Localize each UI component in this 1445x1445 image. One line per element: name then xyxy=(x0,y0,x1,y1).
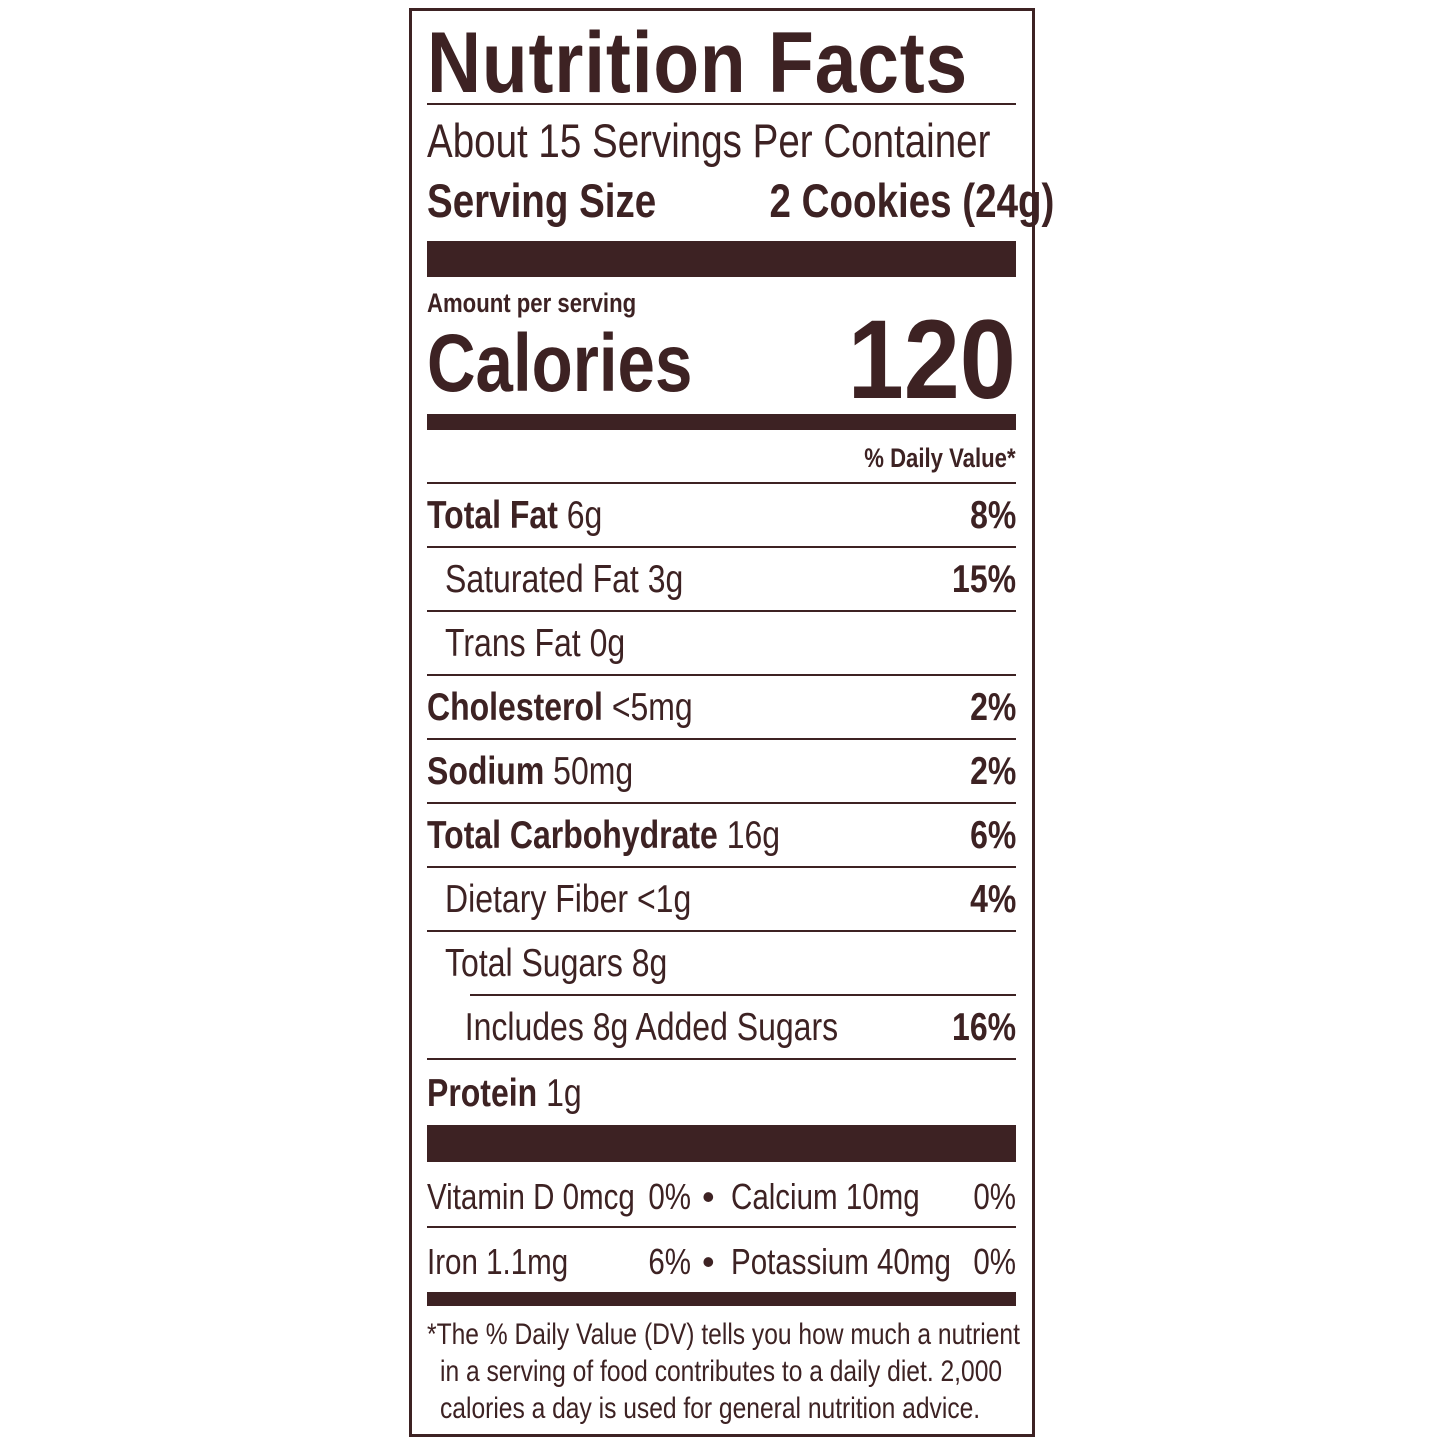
divider xyxy=(427,482,1016,484)
nutrient-amount: 1g xyxy=(546,1072,582,1115)
vitamin-row: Vitamin D 0mcg 0% • Calcium 10mg 0% xyxy=(427,1176,1016,1217)
calories-value: 120 xyxy=(847,297,1016,422)
vitamin-row: Iron 1.1mg 6% • Potassium 40mg 0% xyxy=(427,1241,1016,1282)
nutrient-name: Protein xyxy=(427,1072,538,1115)
nutrient-name: Saturated Fat xyxy=(445,558,639,601)
nutrient-name: Includes 8g Added Sugars xyxy=(464,1006,839,1049)
label-title: Nutrition Facts xyxy=(427,18,1016,108)
nutrient-amount: 50mg xyxy=(553,750,634,793)
medium-divider xyxy=(427,1292,1016,1306)
nutrient-name: Total Sugars xyxy=(445,942,623,985)
nutrient-name: Total Fat xyxy=(427,494,558,537)
nutrient-amount: 3g xyxy=(647,558,684,601)
servings-per-container: About 15 Servings Per Container xyxy=(427,116,1016,166)
divider xyxy=(427,930,1016,932)
calories-row: Calories 120 xyxy=(427,304,1016,416)
nutrient-amount: <1g xyxy=(636,878,692,921)
nutrient-dv: 16% xyxy=(951,1006,1016,1049)
footnote: *The % Daily Value (DV) tells you how mu… xyxy=(427,1316,1027,1427)
nutrient-name: Sodium xyxy=(427,750,545,793)
vitamin-name: Calcium 10mg xyxy=(731,1176,920,1217)
nutrient-row-total-sugars: Total Sugars 8g xyxy=(427,932,1016,996)
serving-size: Serving Size 2 Cookies (24g) xyxy=(427,174,1054,227)
bullet-separator: • xyxy=(702,1176,715,1217)
nutrient-dv: 8% xyxy=(969,494,1016,537)
nutrient-amount: 16g xyxy=(726,814,781,857)
calories-label: Calories xyxy=(427,318,693,409)
nutrient-name: Total Carbohydrate xyxy=(427,814,718,857)
bullet-separator: • xyxy=(702,1241,715,1282)
divider xyxy=(427,610,1016,612)
nutrient-row-total-fat: Total Fat 6g 8% xyxy=(427,484,1016,548)
serving-size-value: 2 Cookies (24g) xyxy=(769,174,1054,227)
divider xyxy=(470,994,1016,996)
medium-divider xyxy=(427,414,1016,430)
footnote-line: *The % Daily Value (DV) tells you how mu… xyxy=(427,1318,1020,1351)
serving-size-label: Serving Size xyxy=(427,174,657,227)
nutrient-row-protein: Protein 1g xyxy=(427,1062,1016,1126)
nutrient-dv: 2% xyxy=(969,750,1016,793)
vitamin-dv: 0% xyxy=(973,1176,1016,1217)
daily-value-header: % Daily Value* xyxy=(427,442,1016,474)
nutrient-amount: 6g xyxy=(566,494,603,537)
nutrient-row-trans-fat: Trans Fat 0g xyxy=(427,612,1016,676)
divider xyxy=(427,1058,1016,1060)
nutrient-dv: 4% xyxy=(969,878,1016,921)
nutrient-row-dietary-fiber: Dietary Fiber <1g 4% xyxy=(427,868,1016,932)
footnote-line: in a serving of food contributes to a da… xyxy=(440,1355,1003,1388)
dv-header-text: % Daily Value* xyxy=(864,443,1016,473)
vitamin-dv: 0% xyxy=(973,1241,1016,1282)
nutrient-row-cholesterol: Cholesterol <5mg 2% xyxy=(427,676,1016,740)
nutrient-dv: 15% xyxy=(951,558,1016,601)
divider xyxy=(427,866,1016,868)
divider xyxy=(427,1226,1016,1228)
divider xyxy=(427,103,1016,105)
amount-per-serving: Amount per serving xyxy=(427,287,1016,319)
divider xyxy=(427,546,1016,548)
nutrient-name: Trans Fat xyxy=(445,622,581,665)
divider xyxy=(427,674,1016,676)
vitamin-dv: 0% xyxy=(648,1176,691,1217)
vitamin-dv: 6% xyxy=(648,1241,691,1282)
label-border xyxy=(409,8,1035,1437)
nutrient-row-total-carbohydrate: Total Carbohydrate 16g 6% xyxy=(427,804,1016,868)
nutrient-amount: 8g xyxy=(631,942,668,985)
nutrient-dv: 6% xyxy=(969,814,1016,857)
nutrient-amount: 0g xyxy=(589,622,626,665)
nutrient-row-sodium: Sodium 50mg 2% xyxy=(427,740,1016,804)
vitamin-name: Vitamin D 0mcg xyxy=(427,1176,635,1217)
divider xyxy=(427,802,1016,804)
servings-text: About 15 Servings Per Container xyxy=(427,114,991,167)
nutrient-name: Dietary Fiber xyxy=(445,878,629,921)
thick-divider xyxy=(427,1125,1016,1162)
nutrient-amount: <5mg xyxy=(611,686,693,729)
nutrient-dv: 2% xyxy=(969,686,1016,729)
nutrient-row-saturated-fat: Saturated Fat 3g 15% xyxy=(427,548,1016,612)
amount-per-serving-text: Amount per serving xyxy=(427,288,637,318)
vitamin-name: Iron 1.1mg xyxy=(427,1241,569,1282)
title-text: Nutrition Facts xyxy=(427,15,968,111)
footnote-line: calories a day is used for general nutri… xyxy=(440,1392,981,1425)
divider xyxy=(427,738,1016,740)
nutrient-name: Cholesterol xyxy=(427,686,603,729)
vitamin-name: Potassium 40mg xyxy=(731,1241,951,1282)
thick-divider xyxy=(427,241,1016,277)
nutrient-row-added-sugars: Includes 8g Added Sugars 16% xyxy=(427,996,1016,1060)
